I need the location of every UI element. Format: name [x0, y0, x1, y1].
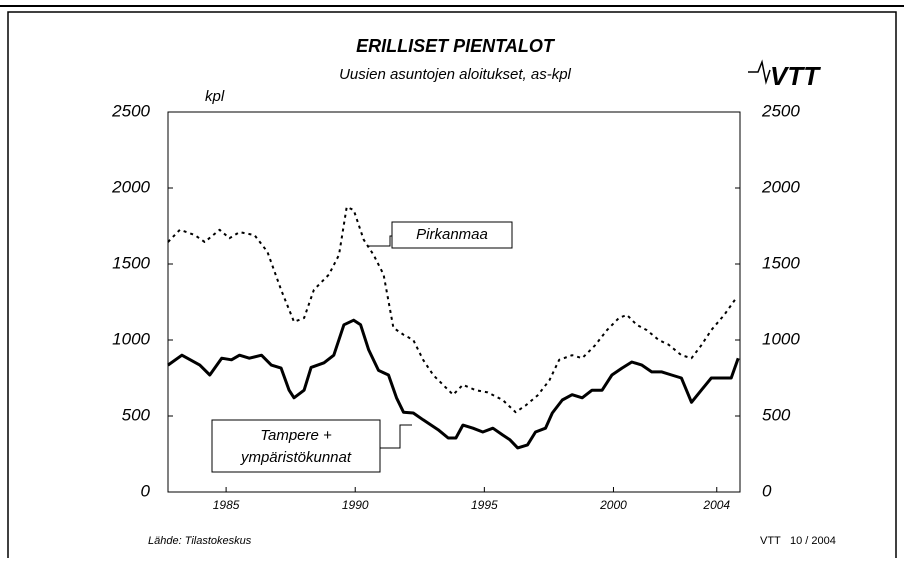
x-tick-label: 2000: [599, 498, 627, 512]
y2-tick-label: 1000: [762, 329, 800, 348]
series-label: Pirkanmaa: [416, 226, 488, 243]
x-tick-label: 1985: [213, 498, 240, 512]
y2-tick-label: 2500: [761, 101, 800, 120]
y-axis-label: kpl: [205, 88, 225, 105]
y-tick-label: 1500: [112, 253, 150, 272]
x-tick-label: 2004: [702, 498, 730, 512]
logo: VTT: [770, 61, 821, 91]
y-tick-label: 1000: [112, 329, 150, 348]
series-label: ympäristökunnat: [240, 449, 352, 466]
label-leader: [368, 235, 392, 247]
y-tick-label: 500: [122, 405, 151, 424]
footer-org: VTT: [760, 535, 781, 547]
label-box: [211, 419, 381, 473]
chart-title: ERILLISET PIENTALOT: [356, 36, 556, 56]
source: Lähde: Tilastokeskus: [148, 535, 252, 547]
series-label: Tampere +: [260, 427, 332, 444]
y-tick-label: 2000: [111, 177, 150, 196]
logo-mark: [748, 59, 771, 85]
y-tick-label: 2500: [111, 101, 150, 120]
y2-tick-label: 2000: [761, 177, 800, 196]
label-box: [391, 221, 513, 249]
y2-tick-label: 1500: [762, 253, 800, 272]
plot-area: [167, 111, 741, 493]
label-leader: [380, 424, 412, 449]
chart-subtitle: Uusien asuntojen aloitukset, as-kpl: [339, 66, 571, 83]
x-tick-label: 1995: [471, 498, 498, 512]
y2-tick-label: 0: [762, 481, 772, 500]
footer-date: 10 / 2004: [790, 535, 836, 547]
y-tick-label: 0: [141, 481, 151, 500]
series-line: [167, 318, 740, 450]
x-tick-label: 1990: [342, 498, 369, 512]
y2-tick-label: 500: [762, 405, 791, 424]
